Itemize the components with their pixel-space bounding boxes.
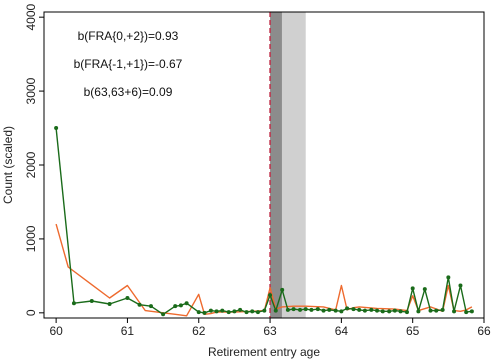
y-tick-label: 1000 — [24, 225, 38, 252]
series-1-point — [107, 301, 112, 306]
annotation-2: b(FRA{-1,+1})=-0.67 — [74, 57, 183, 71]
annotation-3: b(63,63+6)=0.09 — [84, 85, 173, 99]
y-tick-label: 3000 — [24, 77, 38, 104]
series-1-point — [161, 312, 166, 317]
series-1-point — [452, 309, 457, 314]
y-tick-label: 2000 — [24, 151, 38, 178]
series-1-point — [250, 309, 255, 314]
series-1-point — [434, 308, 439, 313]
series-1-point — [262, 308, 267, 313]
shaded-regions — [270, 12, 306, 318]
series-1-point — [315, 307, 320, 312]
series-1-point — [238, 307, 243, 312]
x-tick-label: 63 — [263, 324, 277, 338]
series-1-point — [226, 310, 231, 315]
shaded-band-1 — [270, 12, 282, 318]
series-1-point — [469, 309, 474, 314]
annotation-1: b(FRA{0,+2})=0.93 — [78, 29, 179, 43]
series-1-point — [387, 309, 392, 314]
series-1-point — [309, 307, 314, 312]
series-1-point — [232, 309, 237, 314]
series-1-point — [255, 310, 260, 315]
y-axis-title: Count (scaled) — [1, 126, 15, 204]
series-1-point — [398, 309, 403, 314]
series-1-point — [173, 304, 178, 309]
series-1-point — [137, 302, 142, 307]
series-1-point — [357, 307, 362, 312]
series-1-point — [202, 310, 207, 315]
series-1-point — [404, 310, 409, 315]
series-1-point — [416, 309, 421, 314]
plot-area — [44, 12, 484, 318]
series-1-point — [220, 308, 225, 313]
x-axis-title: Retirement entry age — [208, 345, 320, 359]
series-1-point — [339, 309, 344, 314]
series-1-point — [327, 307, 332, 312]
x-tick-label: 64 — [335, 324, 349, 338]
y-tick-label: 4000 — [24, 4, 38, 31]
series-1-point — [178, 303, 183, 308]
series-1-point — [298, 307, 303, 312]
series-1-point — [440, 307, 445, 312]
series-1-line — [55, 127, 472, 315]
series-1-point — [54, 126, 59, 131]
series-1-point — [410, 286, 415, 291]
series-1-point — [422, 287, 427, 292]
series-1-point — [392, 308, 397, 313]
y-tick-label: 0 — [24, 309, 38, 316]
series-1-point — [362, 308, 367, 313]
series-1-point — [280, 287, 285, 292]
series-1-point — [303, 307, 308, 312]
series-1-point — [268, 293, 273, 298]
x-tick-label: 62 — [192, 324, 206, 338]
series-1-point — [273, 308, 278, 313]
series-1-point — [351, 307, 356, 312]
series-1-point — [464, 310, 469, 315]
series-1-point — [446, 275, 451, 280]
series-1-point — [285, 307, 290, 312]
series-1-point — [148, 304, 153, 309]
x-tick-label: 60 — [49, 324, 63, 338]
annotations: b(FRA{0,+2})=0.93 b(FRA{-1,+1})=-0.67 b(63… — [74, 29, 183, 99]
series-1-point — [71, 301, 76, 306]
x-tick-label: 61 — [121, 324, 135, 338]
series-1-point — [458, 283, 463, 288]
series-1-point — [208, 308, 213, 313]
x-tick-label: 66 — [477, 324, 491, 338]
series-1-point — [321, 308, 326, 313]
series-1-point — [291, 307, 296, 312]
axes: 60 61 62 63 64 65 66 0 1000 2000 3000 4000 — [24, 4, 491, 338]
series-2-line — [55, 223, 473, 317]
series-1-point — [184, 301, 189, 306]
series-1-point — [125, 296, 130, 301]
series-1-point — [375, 308, 380, 313]
series-group — [54, 126, 474, 317]
series-1-point — [214, 309, 219, 314]
series-1-point — [345, 306, 350, 311]
series-1-point — [428, 308, 433, 313]
x-tick-label: 65 — [406, 324, 420, 338]
series-1-point — [333, 308, 338, 313]
shaded-band-2 — [281, 12, 306, 318]
series-1-point — [196, 310, 201, 315]
series-1-point — [369, 307, 374, 312]
series-1-point — [89, 299, 94, 303]
series-1-point — [380, 309, 385, 314]
series-1-point — [244, 310, 249, 315]
